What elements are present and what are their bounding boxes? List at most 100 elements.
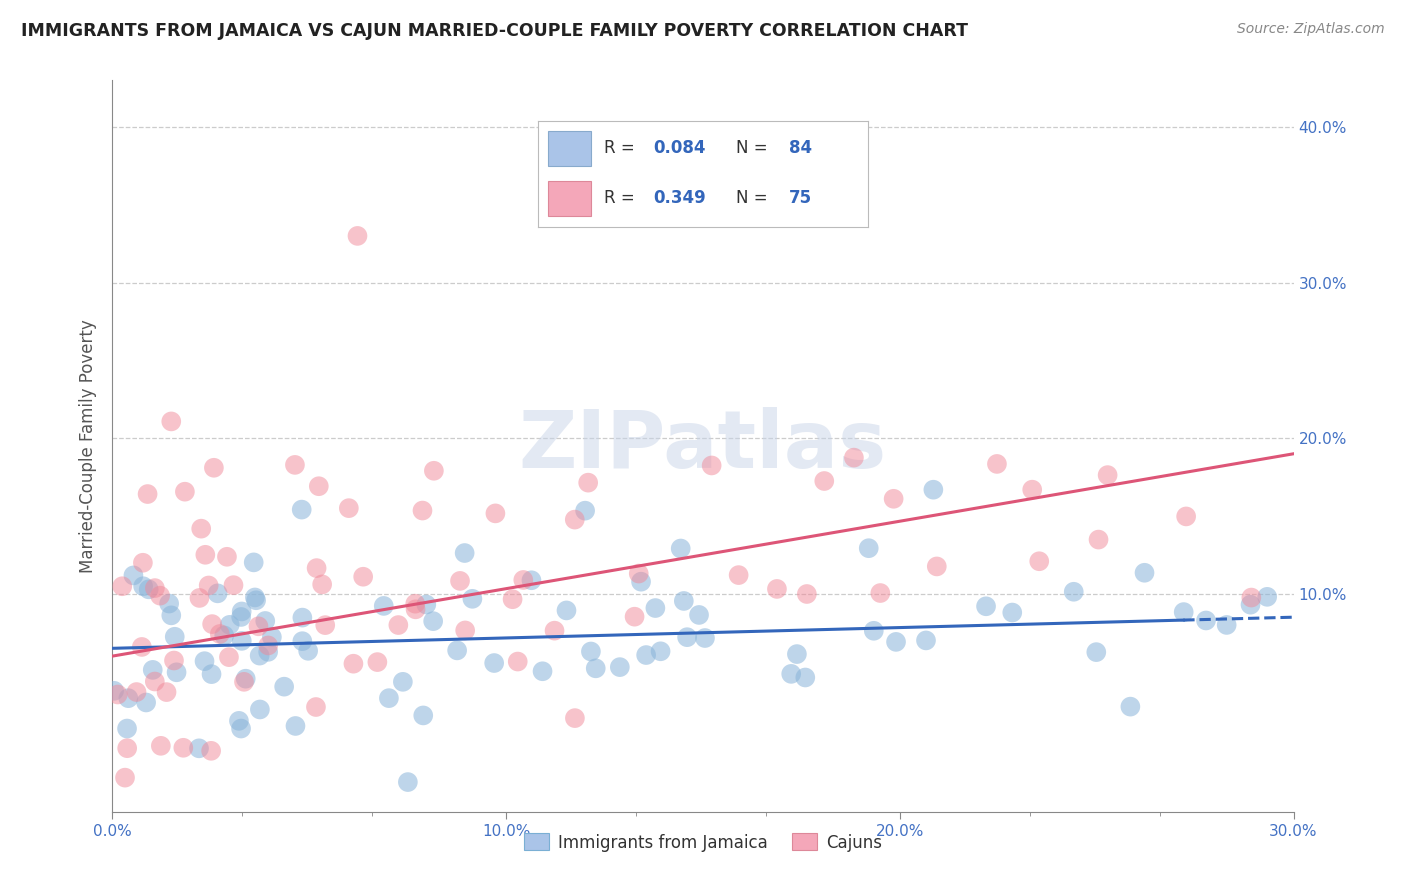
- Point: [242, 555, 264, 569]
- Point: [366, 655, 388, 669]
- Point: [512, 573, 534, 587]
- Point: [1239, 598, 1261, 612]
- Point: [190, 522, 212, 536]
- Point: [1240, 591, 1263, 605]
- Point: [131, 640, 153, 654]
- Point: [1028, 554, 1050, 568]
- Point: [138, 582, 160, 597]
- Point: [574, 503, 596, 517]
- Point: [676, 630, 699, 644]
- Point: [273, 680, 295, 694]
- Point: [212, 628, 235, 642]
- Point: [405, 602, 427, 616]
- Point: [172, 740, 194, 755]
- Point: [254, 614, 277, 628]
- Point: [1087, 533, 1109, 547]
- Point: [114, 771, 136, 785]
- Point: [233, 674, 256, 689]
- Point: [163, 630, 186, 644]
- Point: [291, 610, 314, 624]
- Point: [249, 702, 271, 716]
- Text: IMMIGRANTS FROM JAMAICA VS CAJUN MARRIED-COUPLE FAMILY POVERTY CORRELATION CHART: IMMIGRANTS FROM JAMAICA VS CAJUN MARRIED…: [21, 22, 969, 40]
- Point: [531, 665, 554, 679]
- Point: [1097, 468, 1119, 483]
- Point: [218, 617, 240, 632]
- Point: [1175, 509, 1198, 524]
- Point: [107, 688, 129, 702]
- Point: [135, 696, 157, 710]
- Point: [387, 618, 409, 632]
- Point: [201, 617, 224, 632]
- Point: [257, 639, 280, 653]
- Point: [111, 579, 134, 593]
- Point: [284, 458, 307, 472]
- Point: [257, 645, 280, 659]
- Point: [506, 655, 529, 669]
- Point: [1119, 699, 1142, 714]
- Point: [243, 591, 266, 605]
- Point: [149, 739, 172, 753]
- Point: [630, 574, 652, 589]
- Point: [412, 708, 434, 723]
- Point: [194, 548, 217, 562]
- Point: [337, 501, 360, 516]
- Text: Source: ZipAtlas.com: Source: ZipAtlas.com: [1237, 22, 1385, 37]
- Point: [502, 592, 524, 607]
- Point: [314, 618, 336, 632]
- Point: [727, 568, 749, 582]
- Point: [308, 479, 330, 493]
- Point: [986, 457, 1008, 471]
- Point: [197, 578, 219, 592]
- Point: [188, 741, 211, 756]
- Point: [132, 579, 155, 593]
- Point: [644, 601, 666, 615]
- Point: [352, 570, 374, 584]
- Point: [446, 643, 468, 657]
- Point: [766, 582, 789, 596]
- Legend: Immigrants from Jamaica, Cajuns: Immigrants from Jamaica, Cajuns: [517, 827, 889, 858]
- Point: [136, 487, 159, 501]
- Point: [155, 685, 177, 699]
- Point: [786, 647, 808, 661]
- Point: [231, 604, 253, 618]
- Point: [215, 549, 238, 564]
- Point: [142, 663, 165, 677]
- Point: [228, 714, 250, 728]
- Point: [160, 414, 183, 428]
- Point: [122, 568, 145, 582]
- Point: [579, 644, 602, 658]
- Point: [157, 597, 180, 611]
- Point: [1063, 584, 1085, 599]
- Point: [461, 591, 484, 606]
- Point: [449, 574, 471, 588]
- Point: [869, 586, 891, 600]
- Point: [291, 502, 314, 516]
- Point: [623, 609, 645, 624]
- Point: [780, 666, 803, 681]
- Point: [482, 656, 505, 670]
- Point: [115, 722, 138, 736]
- Point: [149, 589, 172, 603]
- Point: [143, 581, 166, 595]
- Point: [672, 594, 695, 608]
- Point: [245, 593, 267, 607]
- Point: [1173, 605, 1195, 619]
- Point: [700, 458, 723, 473]
- Point: [564, 513, 586, 527]
- Text: ZIPatlas: ZIPatlas: [519, 407, 887, 485]
- Point: [373, 599, 395, 613]
- Point: [247, 619, 270, 633]
- Point: [260, 630, 283, 644]
- Point: [411, 503, 433, 517]
- Point: [585, 661, 607, 675]
- Point: [922, 483, 945, 497]
- Point: [160, 608, 183, 623]
- Point: [305, 561, 328, 575]
- Point: [392, 674, 415, 689]
- Point: [235, 672, 257, 686]
- Point: [103, 683, 125, 698]
- Point: [858, 541, 880, 556]
- Point: [297, 644, 319, 658]
- Point: [422, 614, 444, 628]
- Point: [117, 691, 139, 706]
